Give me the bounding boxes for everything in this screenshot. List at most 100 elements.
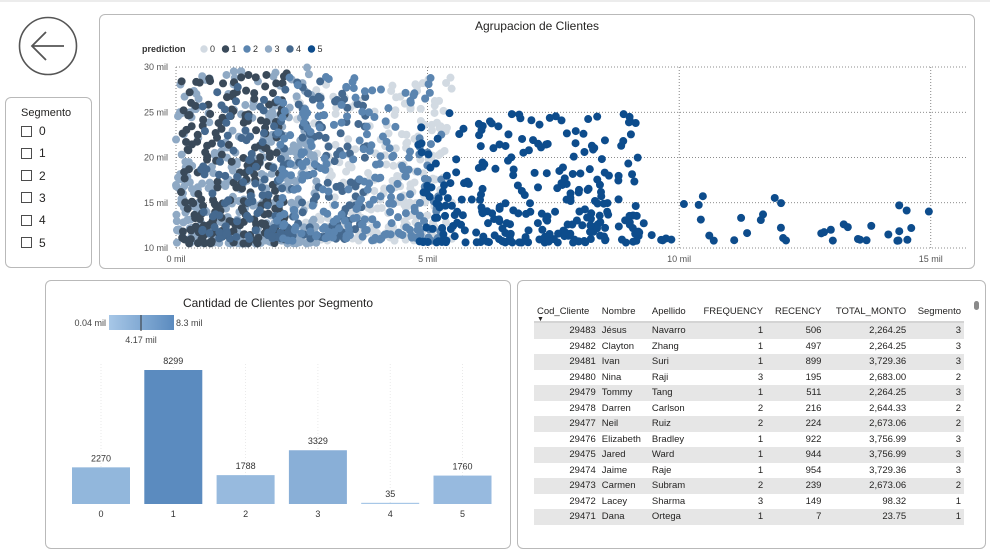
table-row[interactable]: 29482 Clayton Zhang 1 497 2,264.25 3	[534, 339, 964, 355]
x-tick-label: 0 mil	[166, 254, 185, 264]
column-header-label: Apellido	[651, 306, 686, 317]
table-cell: 1	[955, 495, 961, 507]
scatter-point	[434, 151, 443, 160]
slicer-item-1[interactable]: 1	[21, 145, 46, 161]
checkbox[interactable]	[21, 147, 32, 159]
scatter-point	[324, 142, 333, 151]
scatter-point	[427, 183, 436, 192]
scatter-point	[414, 140, 423, 149]
bar-segment-4[interactable]	[361, 502, 420, 504]
table-row[interactable]: 29477 Neil Ruiz 2 224 2,673.06 2	[534, 416, 964, 432]
legend-label: 3	[275, 44, 280, 54]
scatter-point	[244, 198, 253, 207]
scatter-legend[interactable]: prediction 0 1 2 3 4 5	[142, 44, 323, 54]
checkbox[interactable]	[21, 170, 32, 182]
scatter-point	[285, 73, 294, 82]
slicer-item-4[interactable]: 4	[21, 212, 46, 228]
table-cell: 3	[757, 371, 764, 383]
table-row[interactable]: 29478 Darren Carlson 2 216 2,644.33 2	[534, 401, 964, 417]
scatter-point	[217, 150, 226, 159]
table-cell: 1	[757, 340, 764, 352]
scatter-point	[309, 169, 318, 178]
scatter-point	[593, 112, 602, 121]
scatter-point	[555, 166, 564, 175]
scatter-point	[820, 228, 829, 237]
table-cell: Ivan	[601, 356, 620, 368]
table-row[interactable]: 29471 Dana Ortega 1 7 23.75 1	[534, 509, 964, 525]
table-scrollbar[interactable]	[974, 301, 979, 310]
scatter-point	[515, 110, 524, 119]
table-row[interactable]: 29480 Nina Raji 3 195 2,683.00 2	[534, 370, 964, 386]
scatter-point	[213, 88, 222, 97]
slicer-item-2[interactable]: 2	[21, 168, 46, 184]
column-header[interactable]: Nombre	[599, 302, 649, 322]
table-row[interactable]: 29475 Jared Ward 1 944 3,756.99 3	[534, 447, 964, 463]
column-header[interactable]: Apellido	[649, 302, 693, 322]
scatter-point	[351, 225, 360, 234]
scatter-point	[342, 167, 351, 176]
scatter-point	[227, 157, 236, 166]
scatter-point	[427, 120, 436, 129]
scatter-point	[434, 201, 443, 210]
table-cell: 3	[955, 449, 961, 461]
scatter-point	[406, 96, 415, 105]
bar-segment-2[interactable]	[216, 475, 275, 504]
scatter-point	[223, 131, 232, 140]
column-header[interactable]: Segmento	[909, 302, 964, 322]
scatter-point	[472, 238, 481, 247]
table-row[interactable]: 29473 Carmen Subram 2 239 2,673.06 2	[534, 478, 964, 494]
bar-segment-5[interactable]	[433, 475, 492, 504]
table-row[interactable]: 29483 Jésus Navarro 1 506 2,264.25 3	[534, 322, 964, 339]
slicer-item-5[interactable]: 5	[21, 235, 46, 251]
bar-segment-1[interactable]	[144, 370, 203, 504]
table-row[interactable]: 29474 Jaime Raje 1 954 3,729.36 3	[534, 463, 964, 479]
scatter-point	[580, 147, 589, 156]
segmento-slicer: Segmento 0 1 2 3 4 5	[5, 97, 92, 268]
column-header[interactable]: TOTAL_MONTO	[824, 302, 909, 322]
table-row[interactable]: 29476 Elizabeth Bradley 1 922 3,756.99 3	[534, 432, 964, 448]
column-header[interactable]: Cod_Cliente ▼	[534, 302, 599, 323]
column-header[interactable]: FREQUENCY	[693, 302, 766, 322]
table-cell: 2	[757, 402, 764, 414]
scatter-point	[205, 74, 214, 83]
table-cell: 239	[805, 480, 822, 492]
table-cell: Tommy	[601, 387, 633, 399]
scatter-point	[268, 89, 277, 98]
scatter-point	[504, 130, 513, 139]
bar-segment-3[interactable]	[288, 450, 347, 504]
table-row[interactable]: 29479 Tommy Tang 1 511 2,264.25 3	[534, 385, 964, 401]
slicer-item-3[interactable]: 3	[21, 190, 46, 206]
scatter-point	[265, 100, 274, 109]
scatter-point	[244, 232, 253, 241]
table-cell: 29481	[569, 356, 596, 368]
table-row[interactable]: 29472 Lacey Sharma 3 149 98.32 1	[534, 494, 964, 510]
back-button[interactable]	[18, 16, 78, 76]
scatter-plot[interactable]: prediction 0 1 2 3 4 5 10 mil 15 mil 20 mil 25 mil…	[100, 15, 974, 268]
scatter-point	[489, 144, 498, 153]
checkbox[interactable]	[21, 125, 32, 137]
table-row[interactable]: 29481 Ivan Suri 1 899 3,729.36 3	[534, 354, 964, 370]
scatter-point	[501, 141, 510, 150]
table-cell: 497	[805, 340, 822, 352]
checkbox[interactable]	[21, 214, 32, 226]
scatter-point	[495, 202, 504, 211]
column-header[interactable]: RECENCY	[766, 302, 824, 322]
scatter-point	[476, 195, 485, 204]
scatter-point	[575, 185, 584, 194]
scatter-point	[401, 88, 410, 97]
bar-segment-0[interactable]	[72, 467, 130, 504]
scatter-point	[442, 171, 451, 180]
scatter-point	[200, 127, 209, 136]
scatter-point	[184, 165, 193, 174]
scatter-point	[192, 89, 201, 98]
gradient-mid-label: 4.17 mil	[125, 335, 157, 345]
legend-marker	[307, 45, 316, 53]
scatter-point	[770, 193, 779, 202]
sort-descending-icon[interactable]: ▼	[537, 316, 544, 323]
checkbox[interactable]	[21, 192, 32, 204]
scatter-point	[280, 220, 289, 229]
scatter-point	[216, 157, 225, 166]
checkbox[interactable]	[21, 237, 32, 248]
slicer-item-0[interactable]: 0	[21, 123, 46, 139]
